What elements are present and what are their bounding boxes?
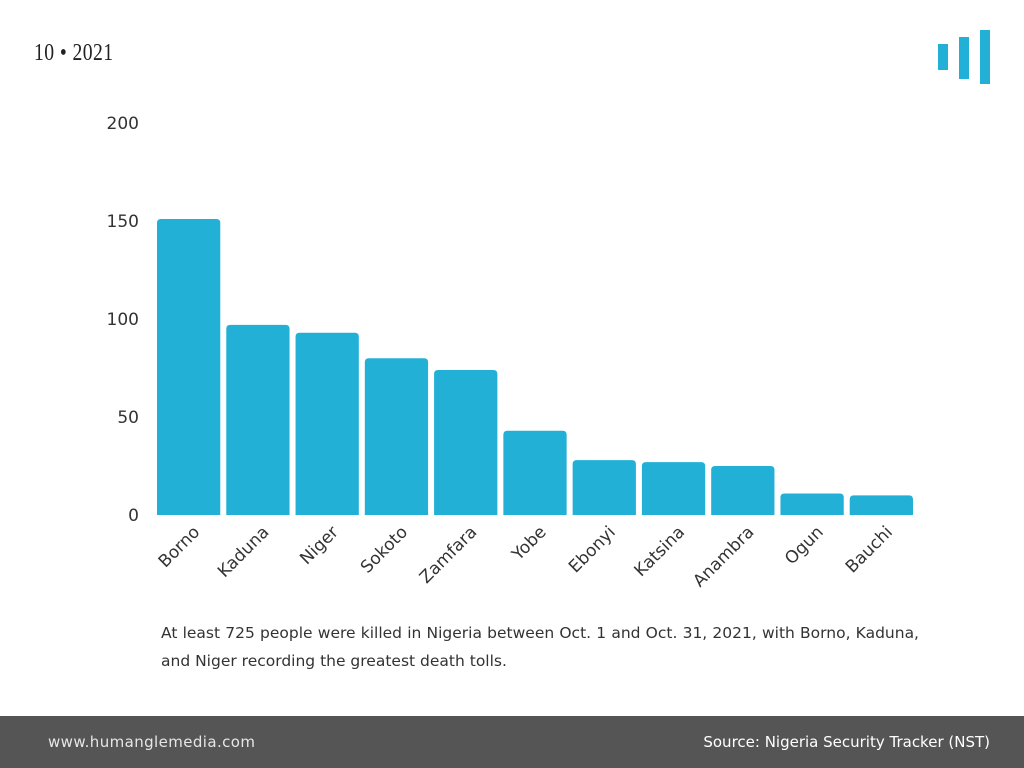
x-tick-label: Bauchi — [842, 522, 897, 577]
website-link[interactable]: www.humanglemedia.com — [48, 733, 256, 751]
bar-sokoto — [364, 358, 429, 515]
bar-zamfara — [434, 369, 498, 515]
x-tick-label: Katsina — [631, 522, 689, 580]
y-tick-label: 100 — [107, 310, 139, 330]
bar-borno — [157, 219, 221, 516]
bar-yobe — [503, 430, 567, 515]
x-axis: Borno Kaduna Niger Sokoto Zamfara Yobe Ebonyi K… — [155, 522, 897, 591]
bar-niger — [295, 332, 359, 515]
x-tick-label: Borno — [155, 522, 204, 571]
bar-chart: 0 50 100 150 200 Borno Kaduna Niger Sokoto Zamfa… — [107, 114, 913, 591]
bar-kaduna — [226, 324, 290, 515]
x-tick-label: Sokoto — [357, 522, 412, 577]
x-tick-label: Kaduna — [214, 522, 273, 581]
y-tick-label: 50 — [117, 408, 139, 428]
period-label: 10 • 2021 — [34, 40, 114, 66]
bar-katsina — [641, 462, 706, 515]
x-tick-label: Anambra — [689, 522, 758, 591]
bar-chart-logo-icon — [938, 30, 990, 84]
bar-ebonyi — [572, 460, 636, 515]
footer: www.humanglemedia.com Source: Nigeria Se… — [0, 716, 1024, 768]
source-note: Source: Nigeria Security Tracker (NST) — [703, 733, 990, 751]
x-tick-label: Yobe — [508, 522, 551, 565]
y-tick-label: 150 — [107, 212, 139, 232]
y-tick-label: 200 — [107, 114, 139, 134]
x-tick-label: Zamfara — [416, 522, 481, 587]
chart-caption: At least 725 people were killed in Niger… — [161, 624, 919, 670]
bar-bauchi — [849, 495, 913, 515]
x-tick-label: Ogun — [781, 522, 827, 568]
x-tick-label: Niger — [296, 522, 342, 568]
y-tick-label: 0 — [128, 506, 139, 526]
bars — [157, 219, 913, 516]
bar-ogun — [780, 493, 844, 515]
y-axis: 0 50 100 150 200 — [107, 114, 139, 526]
x-tick-label: Ebonyi — [565, 522, 620, 577]
bar-anambra — [711, 466, 775, 515]
